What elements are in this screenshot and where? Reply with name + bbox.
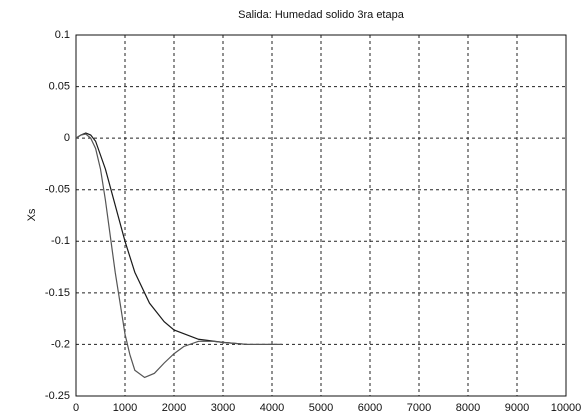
y-tick-label: -0.05	[45, 184, 70, 196]
chart-title: Salida: Humedad solido 3ra etapa	[238, 9, 405, 21]
plot-frame	[75, 34, 567, 397]
y-tick-label: 0.1	[55, 29, 70, 41]
series-line	[75, 132, 282, 346]
x-tick-label: 5000	[309, 402, 333, 414]
y-tick-label: -0.25	[45, 390, 70, 402]
y-axis-label: Xs	[26, 208, 38, 221]
x-tick-label: 6000	[358, 402, 382, 414]
x-tick-label: 3000	[211, 402, 235, 414]
y-tick-label: 0.05	[49, 80, 70, 92]
y-tick-label: -0.1	[51, 235, 70, 247]
x-tick-label: 7000	[407, 402, 431, 414]
y-tick-label: -0.15	[45, 287, 70, 299]
x-tick-label: 2000	[162, 402, 186, 414]
series-line	[75, 133, 282, 379]
y-tick-label: -0.2	[51, 338, 70, 350]
x-tick-label: 0	[73, 402, 79, 414]
x-tick-label: 8000	[456, 402, 480, 414]
y-tick-label: 0	[64, 132, 70, 144]
x-tick-label: 9000	[505, 402, 529, 414]
x-tick-label: 10000	[551, 402, 582, 414]
x-tick-label: 1000	[113, 402, 137, 414]
x-tick-label: 4000	[260, 402, 284, 414]
